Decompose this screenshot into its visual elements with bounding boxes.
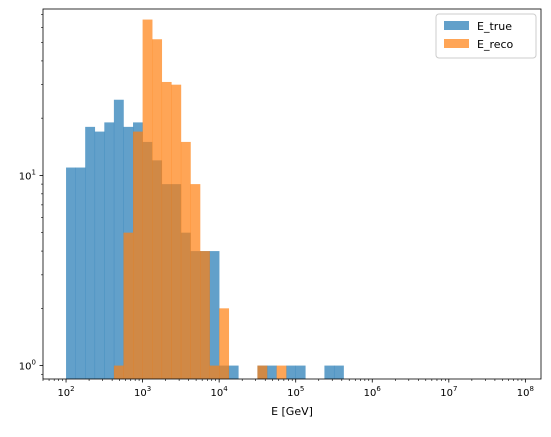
histogram-bar-e-reco	[171, 84, 182, 380]
histogram-bar-e-reco	[133, 131, 143, 379]
histogram-bar-e-true	[228, 365, 239, 379]
y-tick-label: 101	[19, 168, 36, 182]
histogram-bars	[66, 19, 344, 380]
histogram-bar-e-true	[66, 167, 76, 379]
histogram-bar-e-reco	[113, 365, 124, 379]
histogram-bar-e-reco	[161, 81, 172, 380]
histogram-bar-e-true	[333, 365, 344, 379]
x-tick-label: 108	[517, 385, 534, 399]
x-tick-label: 104	[211, 385, 229, 399]
x-tick-label: 106	[364, 385, 382, 399]
histogram-bar-e-reco	[200, 251, 210, 379]
histogram-bar-e-true	[113, 99, 124, 379]
histogram-bar-e-true	[75, 167, 86, 379]
x-tick-label: 102	[57, 385, 74, 399]
histogram-bar-e-true	[324, 365, 335, 379]
histogram-bar-e-reco	[257, 365, 268, 379]
histogram-bar-e-reco	[180, 141, 191, 379]
x-tick-label: 105	[287, 385, 304, 399]
histogram-bar-e-reco	[276, 365, 287, 379]
legend-entry-label: E_reco	[477, 38, 514, 51]
x-tick-label: 103	[134, 385, 151, 399]
histogram-bar-e-true	[85, 126, 96, 379]
histogram-bar-e-reco	[209, 365, 220, 379]
legend-swatch	[444, 39, 469, 48]
histogram-bar-e-true	[94, 131, 105, 379]
x-tick-label: 107	[440, 385, 457, 399]
legend: E_true E_reco	[435, 13, 537, 59]
histogram-bar-e-reco	[152, 39, 163, 380]
histogram-bar-e-reco	[219, 308, 230, 379]
histogram-bar-e-true	[209, 251, 220, 379]
histogram-bar-e-true	[286, 365, 297, 379]
histogram-bar-e-true	[104, 122, 115, 379]
legend-entry-label: E_true	[477, 20, 512, 33]
y-tick-label: 100	[19, 359, 36, 373]
histogram-bar-e-true	[295, 365, 306, 379]
legend-swatch	[444, 21, 469, 30]
histogram-bar-e-reco	[190, 184, 201, 379]
histogram-bar-e-reco	[123, 232, 134, 379]
histogram-bar-e-reco	[142, 19, 153, 380]
histogram-bar-e-true	[267, 365, 277, 379]
x-axis-label: E [GeV]	[271, 405, 313, 418]
